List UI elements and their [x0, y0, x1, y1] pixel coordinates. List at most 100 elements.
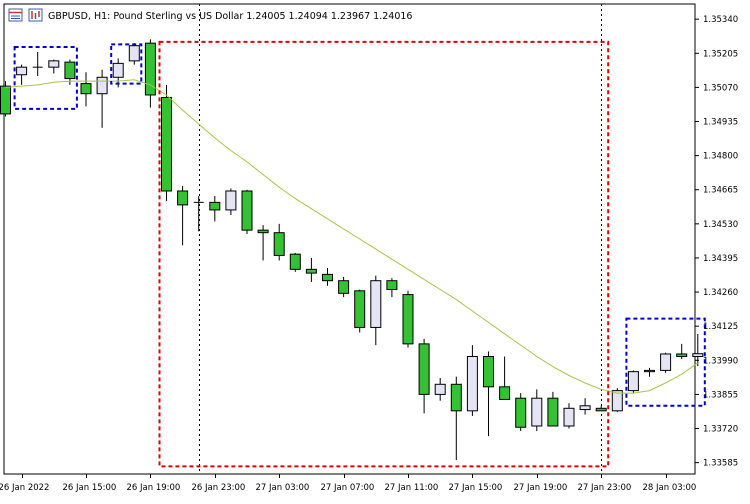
candle-body — [450, 383, 462, 412]
candle-body — [257, 229, 269, 234]
candle-body — [144, 42, 156, 96]
candle-body — [322, 273, 333, 282]
candle-body — [96, 76, 108, 95]
candle[interactable] — [563, 403, 575, 429]
candle[interactable] — [16, 64, 28, 85]
candle-body — [64, 61, 76, 80]
candle[interactable] — [273, 223, 285, 261]
candle-body — [531, 397, 543, 427]
candle-body — [177, 190, 189, 206]
candle[interactable] — [611, 388, 623, 413]
y-tick-label: 1.33585 — [703, 459, 738, 469]
candle[interactable] — [676, 343, 688, 360]
candle[interactable] — [322, 268, 333, 286]
x-tick-label: 27 Jan 07:00 — [321, 483, 375, 493]
y-tick-label: 1.34260 — [703, 288, 738, 298]
chart-icon-bars[interactable] — [28, 8, 43, 22]
moving-average-line — [5, 79, 699, 394]
candle-body — [161, 96, 172, 192]
plot-frame — [3, 3, 696, 475]
time-axis[interactable]: 26 Jan 2022 26 Jan 15:00 26 Jan 19:00 26 Ja… — [0, 474, 696, 493]
candle-body — [466, 356, 478, 412]
candle[interactable] — [48, 59, 60, 74]
candle-body — [595, 407, 607, 412]
candle[interactable] — [499, 356, 511, 400]
candle[interactable] — [161, 84, 172, 202]
candle-body — [644, 369, 655, 373]
candle[interactable] — [305, 257, 317, 282]
candle[interactable] — [257, 225, 269, 261]
blue-annotation-box-1[interactable] — [13, 45, 78, 110]
candle-body — [434, 383, 446, 395]
x-tick-label: 27 Jan 03:00 — [256, 483, 310, 493]
candle-body — [241, 190, 253, 231]
y-tick-label: 1.34125 — [703, 322, 738, 332]
y-tick-label: 1.33720 — [703, 425, 738, 435]
candle[interactable] — [402, 290, 414, 348]
candle-body — [16, 66, 28, 76]
candle[interactable] — [32, 52, 43, 77]
candle[interactable] — [354, 289, 366, 333]
candle[interactable] — [466, 345, 478, 416]
red-annotation-box-0[interactable] — [158, 40, 610, 468]
candle-body — [0, 85, 11, 115]
candle[interactable] — [434, 377, 446, 401]
candle[interactable] — [483, 351, 494, 437]
candle[interactable] — [209, 196, 221, 222]
candle[interactable] — [128, 43, 140, 65]
x-tick-label: 26 Jan 15:00 — [63, 483, 117, 493]
blue-annotation-box-2[interactable] — [110, 43, 143, 85]
candle[interactable] — [418, 338, 430, 414]
candle-body — [515, 397, 527, 428]
candle[interactable] — [338, 276, 350, 298]
candle-body — [692, 353, 704, 357]
candle-body — [611, 390, 623, 412]
candle[interactable] — [112, 58, 124, 88]
candle[interactable] — [660, 352, 672, 373]
candle[interactable] — [144, 39, 156, 108]
candle[interactable] — [644, 367, 655, 377]
candle[interactable] — [531, 389, 543, 432]
candle[interactable] — [627, 370, 639, 394]
candle[interactable] — [177, 185, 189, 246]
candle[interactable] — [450, 376, 462, 461]
y-tick-label: 1.35340 — [703, 15, 738, 25]
candle[interactable] — [80, 72, 92, 107]
x-tick-label: 27 Jan 19:00 — [514, 483, 568, 493]
chart-title: GBPUSD, H1: Pound Sterling vs US Dollar … — [48, 11, 412, 22]
candle[interactable] — [289, 252, 301, 272]
candle[interactable] — [579, 398, 591, 415]
candle-body — [370, 280, 382, 328]
candle[interactable] — [515, 393, 527, 432]
y-tick-label: 1.33855 — [703, 390, 738, 400]
candle-body — [354, 290, 366, 328]
candle[interactable] — [370, 275, 382, 346]
candle[interactable] — [241, 189, 253, 234]
candle[interactable] — [595, 405, 607, 412]
candle[interactable] — [96, 69, 108, 128]
candle[interactable] — [193, 196, 204, 232]
candle[interactable] — [225, 188, 237, 215]
chart-icon-table[interactable] — [8, 8, 23, 22]
candle-body — [418, 343, 430, 395]
candle-body — [48, 60, 60, 68]
candle-body — [547, 397, 559, 427]
x-tick-label: 27 Jan 11:00 — [385, 483, 439, 493]
y-tick-label: 1.35070 — [703, 83, 738, 93]
candle-body — [273, 232, 285, 256]
blue-annotation-box-3[interactable] — [625, 317, 706, 407]
x-tick-label: 26 Jan 19:00 — [127, 483, 181, 493]
candle[interactable] — [547, 391, 559, 427]
candle-body — [627, 371, 639, 392]
candle-body — [338, 280, 350, 294]
candle-body — [676, 353, 688, 357]
candle[interactable] — [386, 278, 398, 298]
chart-header: GBPUSD, H1: Pound Sterling vs US Dollar … — [8, 8, 412, 22]
candle[interactable] — [0, 81, 11, 117]
candle[interactable] — [692, 334, 704, 367]
price-axis[interactable]: 1.35340 1.35205 1.35070 1.34935 1.34800 1.346… — [695, 15, 738, 469]
y-tick-label: 1.34395 — [703, 254, 738, 264]
x-tick-label: 27 Jan 15:00 — [449, 483, 503, 493]
